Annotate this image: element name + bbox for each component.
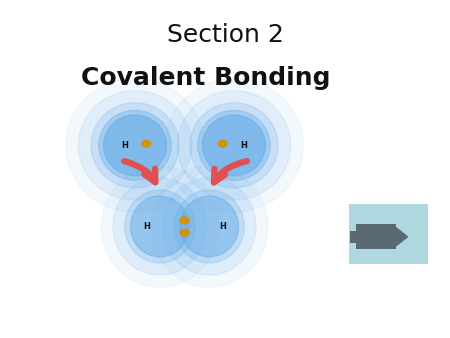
Ellipse shape [125, 190, 195, 263]
Bar [350, 231, 356, 243]
Ellipse shape [180, 196, 238, 257]
Ellipse shape [202, 115, 266, 176]
Bar [349, 204, 428, 264]
Text: H: H [122, 141, 129, 150]
Text: H: H [143, 222, 150, 231]
Circle shape [180, 229, 189, 236]
Ellipse shape [165, 78, 303, 212]
Text: Section 2: Section 2 [166, 23, 284, 48]
Ellipse shape [198, 110, 270, 180]
Circle shape [180, 217, 189, 224]
Ellipse shape [91, 103, 179, 188]
Circle shape [142, 140, 151, 147]
Circle shape [218, 140, 227, 147]
Text: Covalent Bonding: Covalent Bonding [81, 66, 330, 90]
Ellipse shape [101, 166, 218, 287]
Ellipse shape [151, 166, 268, 287]
Ellipse shape [130, 196, 189, 257]
Ellipse shape [104, 115, 166, 176]
Ellipse shape [174, 190, 244, 263]
Ellipse shape [113, 178, 207, 275]
Ellipse shape [66, 78, 204, 212]
Text: H: H [240, 141, 248, 150]
Ellipse shape [177, 91, 291, 200]
Bar [356, 224, 396, 249]
Ellipse shape [162, 178, 256, 275]
Polygon shape [396, 227, 409, 247]
Ellipse shape [78, 91, 192, 200]
Ellipse shape [99, 110, 171, 180]
Ellipse shape [190, 103, 278, 188]
Text: H: H [219, 222, 226, 231]
